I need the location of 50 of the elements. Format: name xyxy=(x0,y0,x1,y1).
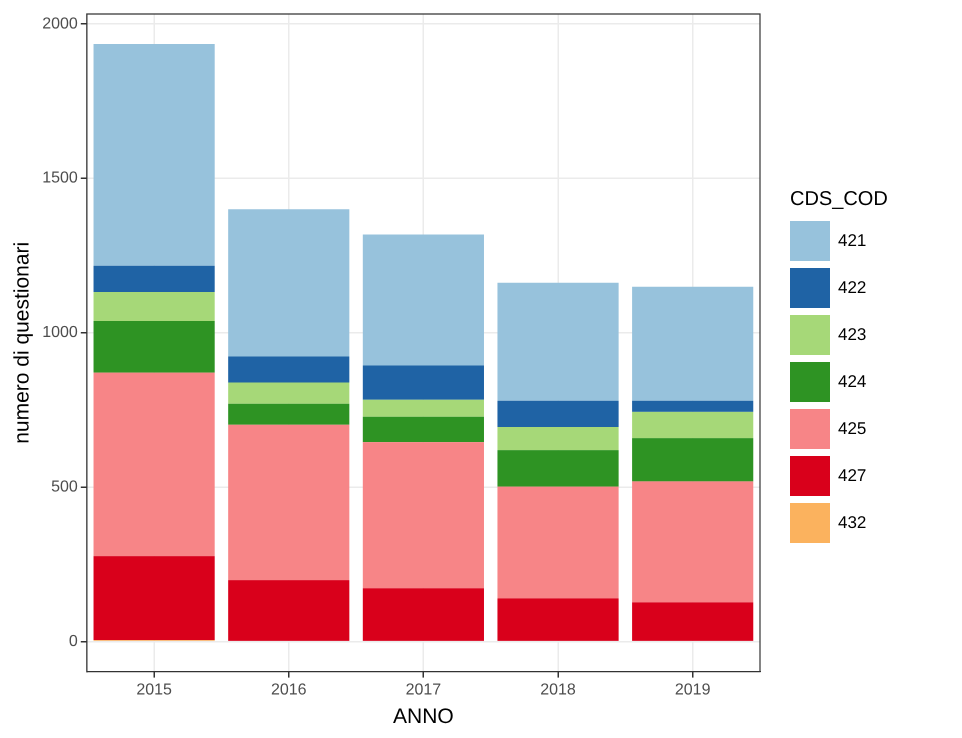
bar xyxy=(228,356,350,382)
bar xyxy=(632,481,754,602)
bar xyxy=(228,424,350,580)
bar xyxy=(497,450,619,487)
bar xyxy=(94,556,215,640)
legend-label: 423 xyxy=(838,325,866,345)
y-tick-label: 1000 xyxy=(42,324,78,342)
bar xyxy=(497,400,619,427)
x-tick-label: 2015 xyxy=(136,682,172,699)
bar xyxy=(94,292,215,322)
bar xyxy=(362,400,484,417)
x-tick-label: 2016 xyxy=(270,682,307,699)
bar xyxy=(94,266,215,292)
bar xyxy=(94,44,215,266)
bar xyxy=(497,426,619,450)
x-tick-label: 2018 xyxy=(540,682,576,699)
legend-label: 424 xyxy=(838,372,866,392)
bar xyxy=(228,209,350,357)
x-tick-label: 2017 xyxy=(406,682,442,699)
bar xyxy=(632,438,754,482)
bar xyxy=(94,321,215,373)
bar xyxy=(228,404,350,425)
legend-label: 425 xyxy=(838,419,866,439)
bar xyxy=(497,598,619,641)
bar xyxy=(228,580,350,641)
bar xyxy=(497,282,619,401)
y-axis-title: numero di questionari xyxy=(10,242,34,444)
bar xyxy=(362,366,484,400)
bar xyxy=(632,412,754,438)
bar xyxy=(228,382,350,404)
bar xyxy=(632,602,754,641)
legend-label: 432 xyxy=(838,513,866,533)
bar xyxy=(497,486,619,598)
y-tick-label: 1500 xyxy=(42,170,78,187)
bar xyxy=(632,400,754,412)
bar xyxy=(632,286,754,401)
legend-title: CDS_COD xyxy=(790,188,888,211)
x-axis-title: ANNO xyxy=(393,705,454,728)
bar xyxy=(362,234,484,366)
bar xyxy=(362,588,484,641)
x-tick-label: 2019 xyxy=(674,682,711,699)
legend-label: 421 xyxy=(838,231,866,251)
bar xyxy=(362,416,484,442)
legend-label: 422 xyxy=(838,278,866,298)
y-tick-label: 500 xyxy=(51,478,78,496)
bar xyxy=(94,372,215,556)
legend-label: 427 xyxy=(838,466,866,486)
y-tick-label: 0 xyxy=(68,633,78,650)
bar xyxy=(362,442,484,588)
y-tick-label: 2000 xyxy=(42,15,78,32)
